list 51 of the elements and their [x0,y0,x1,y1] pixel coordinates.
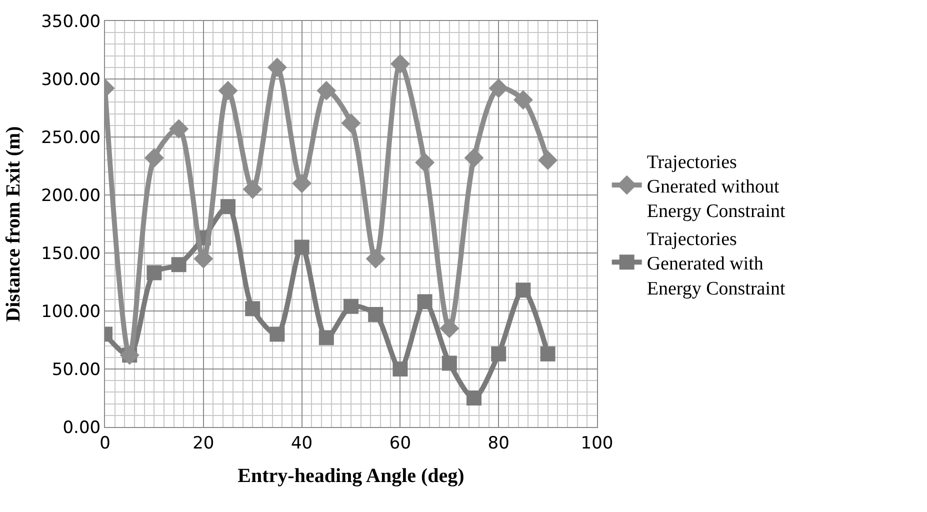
y-tick-label: 100.00 [41,302,101,322]
point [417,294,432,310]
y-tick-label: 0.00 [62,418,101,438]
point [513,90,533,110]
x-tick-label: 40 [290,433,313,454]
point [318,330,334,346]
point [415,152,435,172]
point [316,80,336,100]
point [366,249,386,269]
legend-label: Trajectories Generated with Energy Constraint [646,228,786,300]
point [294,240,310,255]
y-axis-title: Distance from Exit (m) [2,126,25,322]
x-tick-label: 80 [488,433,510,454]
point [538,150,558,170]
point [169,119,189,139]
point [341,113,361,133]
x-tick-label: 60 [389,433,412,454]
point [344,298,358,314]
x-tick-label: 20 [192,433,214,454]
y-tick-label: 350.00 [41,12,101,32]
y-tick-label: 50.00 [52,360,101,380]
point [270,326,285,342]
y-tick-label: 250.00 [41,128,101,148]
point [171,257,186,272]
point [466,390,482,406]
point [194,249,214,269]
y-tick-label: 200.00 [41,186,101,206]
x-tick-label: 0 [100,433,110,454]
point [491,346,506,362]
point [442,356,457,371]
point [292,174,312,194]
x-axis-title: Entry-heading Angle (deg) [238,464,464,487]
point [540,346,556,362]
point [440,318,460,338]
point [516,282,531,298]
legend-label: Trajectories Gnerated without Energy Constraint [646,152,786,222]
point [245,301,260,316]
point [146,265,162,280]
point [220,199,236,214]
point [464,148,484,168]
point [390,54,410,74]
point [392,362,408,376]
point [488,78,508,98]
point [242,179,262,199]
point [267,58,287,78]
point [368,306,384,322]
point [144,148,164,168]
point [218,80,238,100]
y-tick-label: 300.00 [41,70,101,90]
y-tick-label: 150.00 [41,244,101,264]
x-tick-label: 100 [580,433,614,454]
